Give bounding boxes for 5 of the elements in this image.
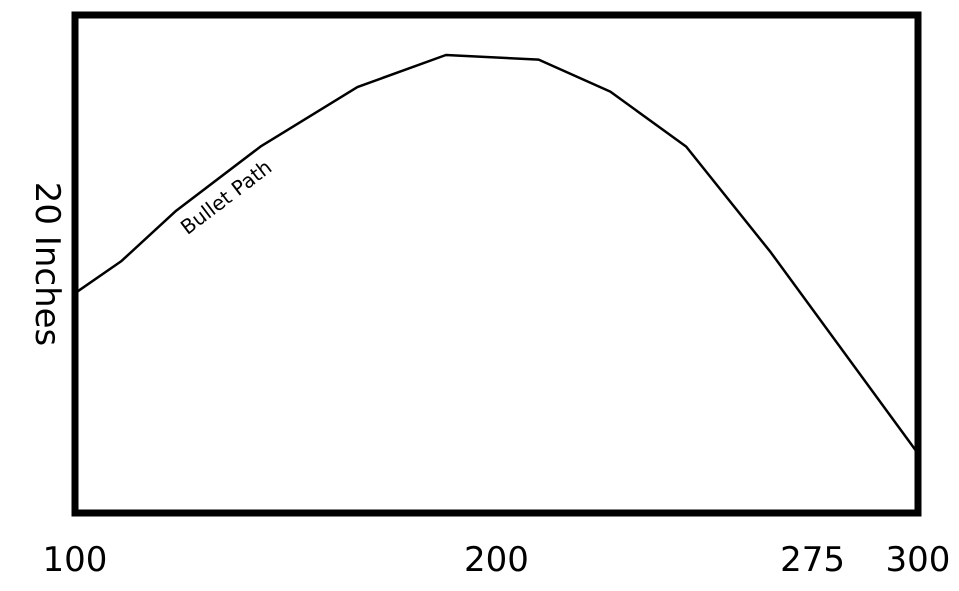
- x-tick-label: 300: [886, 540, 950, 580]
- x-tick-label: 100: [42, 540, 108, 580]
- x-tick-label: 200: [464, 540, 529, 580]
- y-axis-title: 20 Inches: [27, 182, 67, 346]
- x-tick-label: 275: [780, 540, 846, 580]
